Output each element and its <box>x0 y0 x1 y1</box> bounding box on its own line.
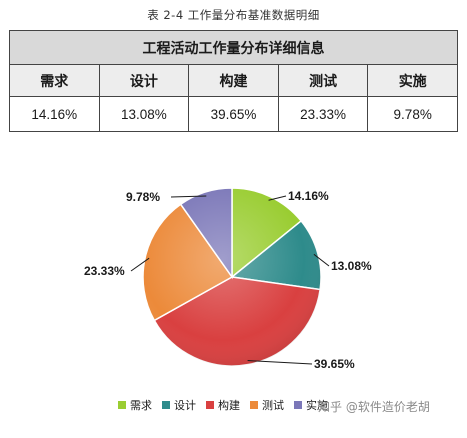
value-requirements: 14.16% <box>9 96 100 132</box>
legend-swatch-build <box>206 401 214 409</box>
data-label-deploy: 9.78% <box>126 190 160 204</box>
table-caption: 表 2-4 工作量分布基准数据明细 <box>147 8 320 22</box>
legend-swatch-requirements <box>118 401 126 409</box>
legend-label-test: 测试 <box>262 399 284 412</box>
leader-line-design <box>313 253 330 267</box>
legend-label-requirements: 需求 <box>130 399 152 412</box>
value-test: 23.33% <box>277 96 369 132</box>
legend-swatch-test <box>250 401 258 409</box>
leader-line-test <box>130 257 150 272</box>
legend-item-deploy: 实施 <box>294 397 328 413</box>
legend-label-deploy: 实施 <box>306 399 328 412</box>
legend-label-build: 构建 <box>218 399 240 412</box>
data-label-requirements: 14.16% <box>288 189 329 203</box>
leader-line-build <box>247 360 313 365</box>
header-deploy: 实施 <box>367 64 458 97</box>
workload-table: 工程活动工作量分布详细信息 需求 设计 构建 测试 实施 14.16% 13.0… <box>9 30 458 132</box>
data-label-build: 39.65% <box>314 357 355 371</box>
value-design: 13.08% <box>98 96 190 132</box>
header-requirements: 需求 <box>9 64 100 97</box>
legend-item-design: 设计 <box>162 397 196 413</box>
legend-label-design: 设计 <box>174 399 196 412</box>
table-title: 工程活动工作量分布详细信息 <box>9 30 458 65</box>
value-deploy: 9.78% <box>367 96 458 132</box>
legend-swatch-design <box>162 401 170 409</box>
data-label-design: 13.08% <box>331 259 372 273</box>
header-test: 测试 <box>277 64 369 97</box>
legend-item-build: 构建 <box>206 397 240 413</box>
leader-line-requirements <box>268 195 287 201</box>
header-build: 构建 <box>188 64 279 97</box>
leader-line-deploy <box>170 195 207 198</box>
legend-item-requirements: 需求 <box>118 397 152 413</box>
value-build: 39.65% <box>188 96 279 132</box>
legend-item-test: 测试 <box>250 397 284 413</box>
chart-legend: 需求 设计 构建 测试 实施 <box>118 396 338 414</box>
watermark: 知乎 @软件造价老胡 <box>318 400 430 414</box>
legend-swatch-deploy <box>294 401 302 409</box>
data-label-test: 23.33% <box>84 264 125 278</box>
pie-chart: 14.16% 13.08% 39.65% 23.33% 9.78% <box>84 187 372 371</box>
header-design: 设计 <box>98 64 190 97</box>
pie-shading <box>143 188 321 366</box>
